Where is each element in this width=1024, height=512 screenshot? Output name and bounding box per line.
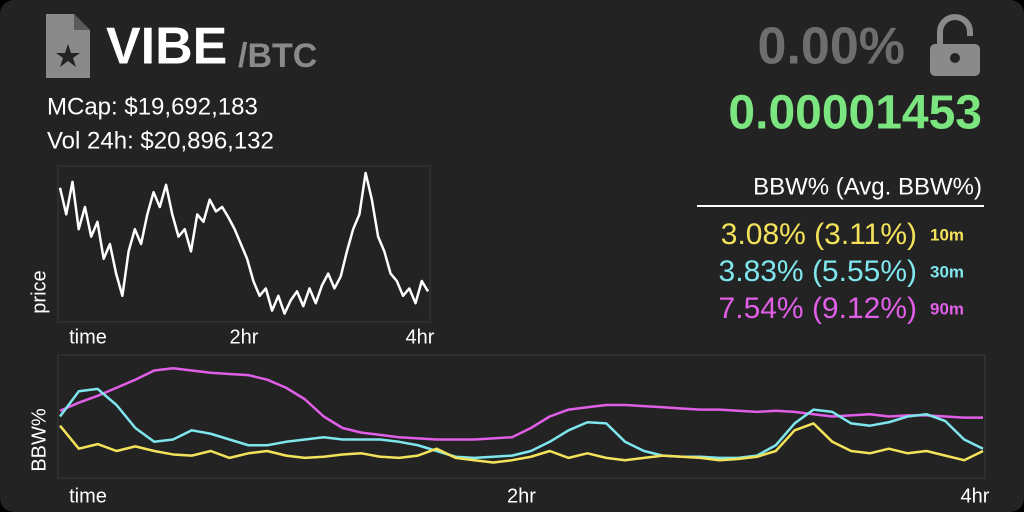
bbw-heading: BBW% (Avg. BBW%) [753,173,982,200]
line [58,171,430,315]
x-label: 4hr [961,485,990,507]
price: 0.00001453 [728,87,982,140]
x-label: 2hr [507,485,536,507]
x-label: 4hr [406,326,435,348]
coin-icon-fold [74,14,90,30]
lock-shackle [937,14,973,44]
change: 0.00% [758,18,905,76]
bbw-interval: 30m [930,262,964,281]
lock-keyhole [950,53,960,63]
pair: /BTC [238,37,317,75]
bbw-value: 3.83% (5.55%) [719,255,917,288]
x-label: time [69,326,107,348]
x-label: 2hr [230,326,259,348]
line [59,366,983,441]
symbol: VIBE [106,18,227,76]
line [59,422,984,464]
bbw-value: 3.08% (3.11%) [721,218,917,251]
y-label: price [28,270,50,313]
mcap: MCap: $19,692,183 [47,93,258,120]
plot-frame [57,354,986,479]
y-label: BBW% [28,408,50,472]
plot-frame [57,165,431,323]
bbw-interval: 10m [930,225,964,244]
coin-icon-star [56,44,80,67]
volume: Vol 24h: $20,896,132 [47,127,274,154]
bbw-value: 7.54% (9.12%) [719,292,917,325]
line [58,387,984,460]
bbw-interval: 90m [930,299,964,318]
x-label: time [69,485,107,507]
